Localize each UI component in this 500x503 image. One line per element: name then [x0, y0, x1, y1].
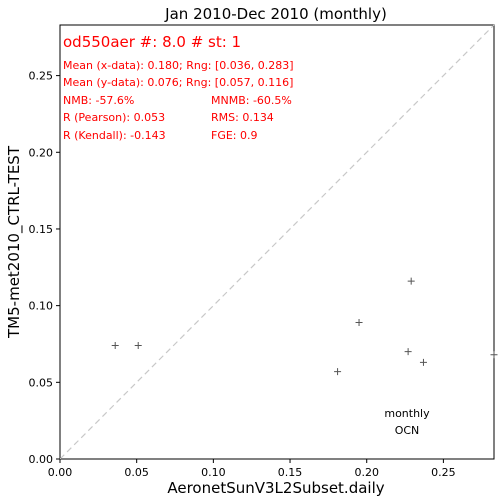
x-tick-label: 0.00 — [48, 466, 73, 479]
stats-mnmb: MNMB: -60.5% — [211, 94, 292, 107]
data-point — [111, 342, 119, 350]
data-points — [111, 277, 498, 376]
data-point — [490, 351, 498, 359]
stats-nmb: NMB: -57.6% — [63, 94, 134, 107]
stats-rms: RMS: 0.134 — [211, 111, 274, 124]
stats-mean-x: Mean (x-data): 0.180; Rng: [0.036, 0.283… — [63, 59, 294, 72]
x-tick-label: 0.05 — [124, 466, 149, 479]
data-point — [355, 319, 363, 327]
y-tick-label: 0.10 — [29, 300, 54, 313]
stats-panel: od550aer #: 8.0 # st: 1 Mean (x-data): 0… — [63, 33, 294, 142]
x-tick-label: 0.20 — [354, 466, 379, 479]
chart-title: Jan 2010-Dec 2010 (monthly) — [164, 5, 387, 23]
stats-pearson: R (Pearson): 0.053 — [63, 111, 165, 124]
data-point — [334, 368, 342, 376]
annotation-monthly: monthly — [384, 407, 430, 420]
data-point — [419, 358, 427, 366]
data-point — [134, 342, 142, 350]
data-point — [407, 277, 415, 285]
y-tick-label: 0.25 — [29, 70, 54, 83]
y-tick-label: 0.00 — [29, 453, 54, 466]
data-point — [404, 348, 412, 356]
x-tick-label: 0.10 — [201, 466, 226, 479]
x-tick-label: 0.25 — [431, 466, 456, 479]
x-axis-label: AeronetSunV3L2Subset.daily — [167, 479, 384, 497]
y-tick-label: 0.05 — [29, 376, 54, 389]
one-to-one-line — [59, 24, 495, 460]
stats-header: od550aer #: 8.0 # st: 1 — [63, 33, 241, 51]
annotation-ocn: OCN — [395, 424, 420, 437]
y-tick-label: 0.15 — [29, 223, 54, 236]
stats-fge: FGE: 0.9 — [211, 129, 258, 142]
x-axis: 0.00 0.05 0.10 0.15 0.20 0.25 — [48, 459, 456, 479]
stats-mean-y: Mean (y-data): 0.076; Rng: [0.057, 0.116… — [63, 76, 293, 89]
y-axis-label: TM5-met2010_CTRL-TEST — [5, 145, 24, 339]
x-tick-label: 0.15 — [278, 466, 303, 479]
stats-kendall: R (Kendall): -0.143 — [63, 129, 166, 142]
y-axis: 0.00 0.05 0.10 0.15 0.20 0.25 — [29, 70, 60, 466]
y-tick-label: 0.20 — [29, 146, 54, 159]
